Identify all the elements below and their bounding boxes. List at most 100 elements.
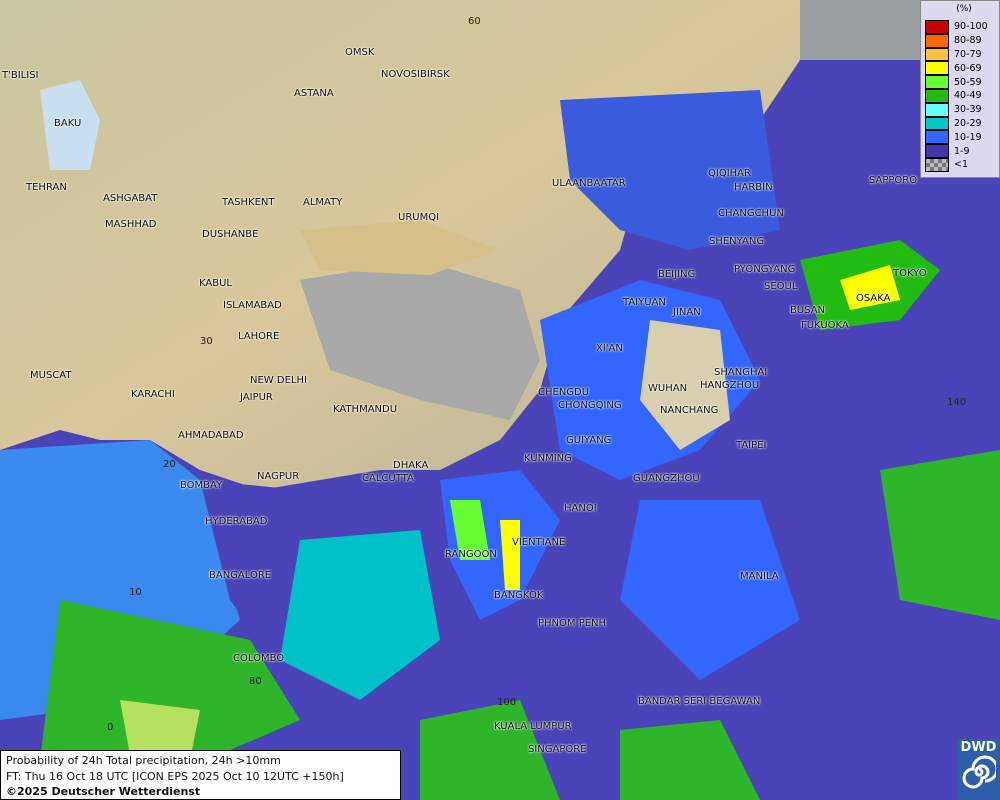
- graticule-label: 140: [947, 397, 967, 408]
- city-label: NANCHANG: [660, 405, 719, 416]
- city-label: DHAKA: [393, 460, 429, 471]
- city-label: TASHKENT: [222, 197, 275, 208]
- city-label: BEIJING: [658, 269, 696, 280]
- legend-label: 10-19: [954, 131, 982, 143]
- copyright: ©2025 Deutscher Wetterdienst: [6, 785, 201, 798]
- legend: (%) 90-100 80-89 70-79 60-69 50-59 40-49 30-39…: [920, 0, 1000, 178]
- legend-label: 90-100: [954, 21, 988, 33]
- legend-label: 80-89: [954, 35, 982, 47]
- bay-of-bengal: [280, 530, 440, 700]
- legend-unit: (%): [956, 4, 972, 14]
- city-label: BUSAN: [790, 305, 826, 316]
- city-label: ALMATY: [303, 197, 343, 208]
- city-label: HARBIN: [734, 182, 773, 193]
- sea-south: [420, 700, 560, 800]
- graticule-label: 10: [129, 587, 142, 598]
- borneo-precip: [620, 720, 760, 800]
- city-label: WUHAN: [648, 383, 688, 394]
- city-label: KATHMANDU: [333, 404, 398, 415]
- city-label: BANGALORE: [209, 570, 272, 581]
- taklamakan: [300, 220, 500, 275]
- pacific-precip: [880, 450, 1000, 620]
- city-label: KABUL: [199, 278, 232, 289]
- legend-label: 30-39: [954, 104, 982, 116]
- legend-swatch: [925, 61, 949, 76]
- legend-item: 60-69: [925, 61, 995, 76]
- forecast-time: FT: Thu 16 Oct 18 UTC [ICON EPS 2025 Oct…: [6, 769, 344, 783]
- city-label: JAIPUR: [240, 392, 273, 403]
- tibet-plateau: [300, 260, 540, 420]
- city-label: MANILA: [740, 571, 779, 582]
- legend-swatch: [925, 33, 949, 48]
- graticule-label: 0: [107, 722, 114, 733]
- city-label: BANGKOK: [494, 590, 544, 601]
- legend-label: 60-69: [954, 62, 982, 74]
- city-label: OMSK: [345, 47, 375, 58]
- india-south: [200, 480, 330, 640]
- map-title: Probability of 24h Total precipitation, …: [6, 754, 281, 767]
- logo-text: DWD: [960, 740, 997, 755]
- city-label: SHANGHAI: [714, 367, 768, 378]
- city-label: URUMQI: [398, 212, 440, 223]
- legend-swatch: [925, 20, 949, 34]
- legend-swatch: [925, 75, 949, 89]
- city-label: CHANGCHUN: [718, 208, 784, 219]
- legend-item: 20-29: [925, 116, 995, 131]
- legend-item: 70-79: [925, 47, 995, 62]
- city-label: SINGAPORE: [528, 744, 587, 755]
- city-label: BOMBAY: [180, 480, 223, 491]
- legend-item: 90-100: [925, 20, 995, 34]
- city-label: ULAANBAATAR: [552, 178, 626, 189]
- city-label: HANGZHOU: [700, 380, 760, 391]
- west-pacific: [620, 500, 800, 680]
- city-label: TOKYO: [893, 268, 927, 279]
- legend-label: <1: [954, 159, 969, 171]
- city-label: NOVOSIBIRSK: [381, 69, 450, 80]
- city-label: DUSHANBE: [202, 229, 259, 240]
- northeast-precip: [560, 90, 780, 250]
- city-label: KARACHI: [131, 389, 175, 400]
- city-label: T'BILISI: [2, 70, 39, 81]
- graticule-label: 30: [200, 336, 213, 347]
- city-label: HANOI: [564, 503, 597, 514]
- city-label: NEW DELHI: [250, 375, 307, 386]
- city-label: OSAKA: [856, 293, 891, 304]
- city-label: HYDERABAD: [205, 516, 268, 527]
- legend-swatch: [925, 116, 949, 131]
- city-label: MASHHAD: [105, 219, 157, 230]
- city-label: MUSCAT: [30, 370, 72, 381]
- city-label: TAIYUAN: [623, 297, 666, 308]
- legend-swatch: [925, 130, 949, 145]
- city-label: SEOUL: [764, 281, 798, 292]
- graticule-label: 100: [497, 697, 517, 708]
- city-label: COLOMBO: [233, 653, 285, 664]
- legend-item: 30-39: [925, 102, 995, 117]
- city-label: CHONGQING: [558, 400, 622, 411]
- legend-item: 40-49: [925, 88, 995, 103]
- city-label: LAHORE: [238, 331, 280, 342]
- city-label: SHENYANG: [709, 236, 765, 247]
- legend-label: 70-79: [954, 48, 982, 60]
- graticule-label: 60: [468, 16, 481, 27]
- city-label: CHENGDU: [538, 387, 590, 398]
- graticule-label: 20: [163, 459, 176, 470]
- legend-swatch: [925, 144, 949, 158]
- legend-label: 20-29: [954, 117, 982, 129]
- city-label: GUANGZHOU: [633, 473, 700, 484]
- legend-item: 50-59: [925, 75, 995, 89]
- city-label: JINAN: [673, 307, 701, 318]
- indian-ocean-yellow: [120, 700, 200, 760]
- info-box: Probability of 24h Total precipitation, …: [0, 750, 401, 800]
- legend-item: 10-19: [925, 130, 995, 145]
- legend-label: 40-49: [954, 90, 982, 102]
- legend-label: 1-9: [954, 145, 970, 157]
- city-label: NAGPUR: [257, 471, 300, 482]
- city-label: BANDAR SERI BEGAWAN: [638, 696, 761, 707]
- city-label: TEHRAN: [26, 182, 67, 193]
- legend-swatch: [925, 102, 949, 117]
- city-label: ASHGABAT: [103, 193, 158, 204]
- legend-item: <1: [925, 157, 995, 172]
- city-label: VIENTIANE: [512, 537, 566, 548]
- city-label: PHNOM PENH: [538, 618, 607, 629]
